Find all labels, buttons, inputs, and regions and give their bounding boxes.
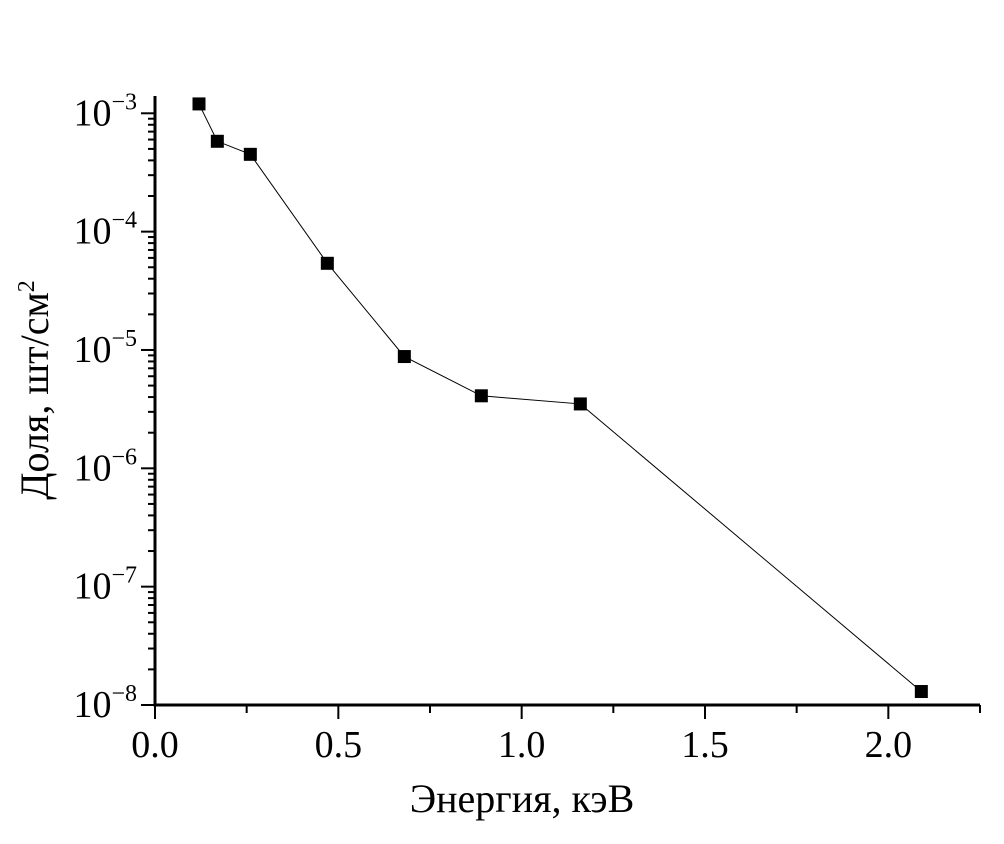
x-tick-label: 0.0	[131, 724, 179, 766]
y-tick-exponent: −7	[111, 563, 137, 589]
y-axis-label: Доля, шт/см2	[12, 280, 57, 500]
y-tick-exponent: −3	[111, 89, 137, 115]
y-tick-base: 10	[73, 684, 111, 726]
axes: 0.0 0.5 1.0 1.5 2.010−310−410−510−610−710−8	[73, 89, 981, 766]
y-tick-label: 10−4	[73, 208, 137, 253]
series-line	[198, 103, 922, 692]
y-tick-label: 10−6	[73, 444, 137, 489]
y-tick-base: 10	[73, 211, 111, 253]
data-point	[914, 685, 928, 699]
y-tick-label: 10−5	[73, 326, 137, 371]
y-tick-exponent: −8	[111, 681, 137, 707]
series	[192, 97, 928, 699]
y-axis-label-sup: 2	[14, 280, 40, 292]
y-tick-base: 10	[73, 329, 111, 371]
y-tick-label: 10−3	[73, 89, 137, 134]
y-tick-exponent: −4	[111, 208, 137, 234]
x-axis-label: Энергия, кэВ	[410, 776, 635, 821]
y-tick-base: 10	[73, 92, 111, 134]
y-tick-label: 10−7	[73, 563, 137, 608]
y-tick-exponent: −5	[111, 326, 137, 352]
y-tick-exponent: −6	[111, 444, 137, 470]
x-tick-label: 2.0	[865, 724, 913, 766]
y-tick-label: 10−8	[73, 681, 137, 726]
data-point	[573, 397, 587, 411]
data-point	[192, 97, 206, 111]
y-axis-label-text: Доля, шт/см	[12, 292, 57, 500]
data-point	[320, 256, 334, 270]
data-point	[210, 134, 224, 148]
x-tick-label: 0.5	[315, 724, 363, 766]
y-tick-base: 10	[73, 566, 111, 608]
data-point	[243, 147, 257, 161]
x-tick-label: 1.5	[681, 724, 729, 766]
data-point	[474, 389, 488, 403]
x-tick-label: 1.0	[498, 724, 546, 766]
data-point	[397, 350, 411, 364]
y-tick-base: 10	[73, 447, 111, 489]
